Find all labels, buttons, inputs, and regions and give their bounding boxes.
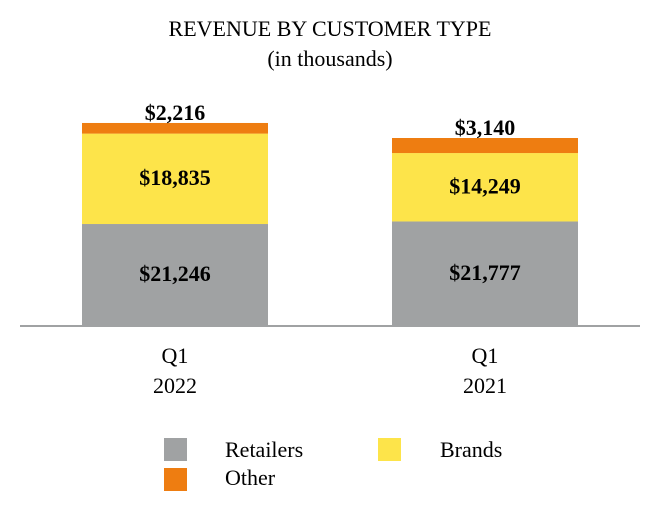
- value-label: $21,777: [449, 260, 521, 285]
- value-label: $14,249: [449, 173, 521, 198]
- value-label: $3,140: [455, 115, 516, 140]
- x-tick-label: 2021: [463, 373, 507, 398]
- legend-label: Retailers: [225, 437, 303, 462]
- bar-segment: [392, 221, 578, 326]
- legend-swatch: [164, 438, 187, 461]
- bar-segment: [392, 138, 578, 154]
- legend-swatch: [164, 468, 187, 491]
- value-label: $21,246: [139, 261, 211, 286]
- chart-subtitle: (in thousands): [267, 46, 392, 71]
- x-tick-label: 2022: [153, 373, 197, 398]
- legend-swatch: [378, 438, 401, 461]
- legend-label: Other: [225, 465, 276, 490]
- value-label: $18,835: [139, 165, 211, 190]
- legend-label: Brands: [440, 437, 502, 462]
- bar-segment: [392, 153, 578, 222]
- chart-title: REVENUE BY CUSTOMER TYPE: [169, 16, 492, 41]
- bar-segment: [82, 224, 268, 326]
- x-tick-label: Q1: [472, 343, 499, 368]
- bar-segment: [82, 133, 268, 225]
- bar-segment: [82, 122, 268, 134]
- x-tick-label: Q1: [162, 343, 189, 368]
- value-label: $2,216: [145, 100, 206, 125]
